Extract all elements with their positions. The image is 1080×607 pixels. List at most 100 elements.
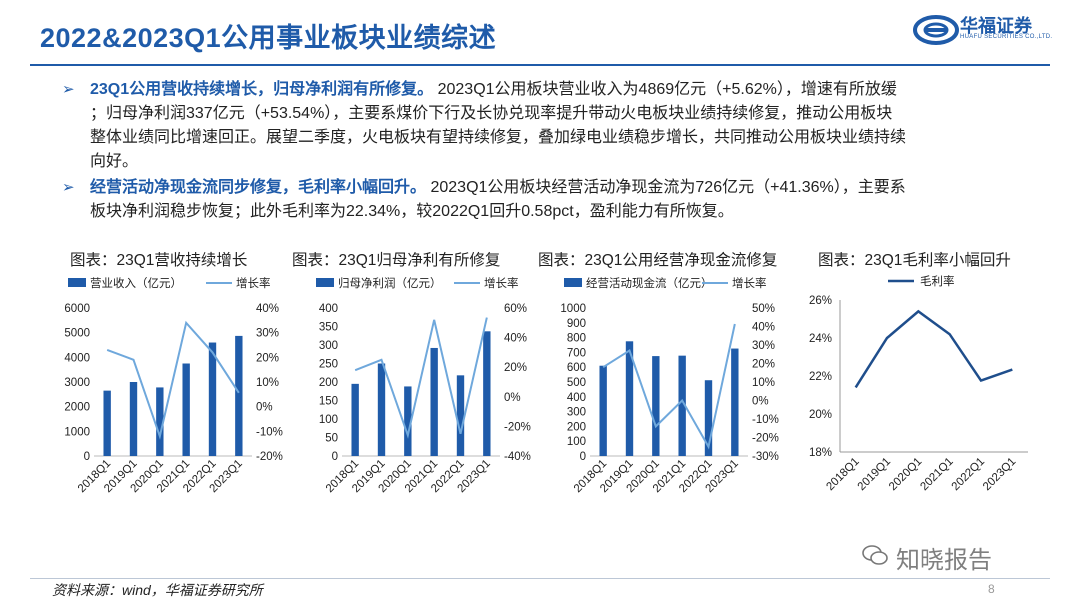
chart-title-cashflow: 图表：23Q1公用经营净现金流修复	[538, 252, 778, 269]
bar	[652, 356, 660, 456]
bullet-text: ；归母净利润337亿元（+53.54%），主要系煤价下行及长协兑现率提升带动火电…	[90, 105, 893, 122]
left-axis-tick: 50	[325, 433, 338, 445]
right-axis-tick: 0%	[752, 396, 769, 408]
left-axis-tick: 1000	[560, 303, 586, 315]
left-axis-tick: 100	[319, 414, 338, 426]
right-axis-tick: 10%	[256, 377, 279, 389]
left-axis-tick: 400	[567, 392, 586, 404]
summary-bullets: ➢ 23Q1公用营收持续增长，归母净利润有所修复。 2023Q1公用板块营业收入…	[62, 78, 1042, 226]
bullet-text: 2023Q1公用板块营业收入为4869亿元（+5.62%），增速有所放缓	[437, 81, 897, 98]
arrow-bullet-icon: ➢	[62, 179, 75, 196]
right-axis-tick: 50%	[752, 303, 775, 315]
right-axis-tick: 10%	[752, 377, 775, 389]
growth-line	[354, 317, 488, 439]
bullet-text: 2023Q1公用板块经营活动净现金流为726亿元（+41.36%），主要系	[430, 179, 906, 196]
bar	[430, 347, 438, 456]
bullet-revenue: ➢ 23Q1公用营收持续增长，归母净利润有所修复。 2023Q1公用板块营业收入…	[62, 78, 1042, 174]
footer-divider	[30, 578, 1050, 579]
chart-gross-margin: 毛利率 18% 20% 22% 24% 26% 2018Q12019Q12020Q12021…	[809, 274, 1028, 493]
left-axis-tick: 800	[567, 333, 586, 345]
legend-line-label: 增长率	[732, 276, 767, 290]
right-axis-tick: 0%	[256, 402, 273, 414]
right-axis-tick: 20%	[256, 352, 279, 364]
watermark: 知晓报告	[896, 547, 992, 574]
right-axis-tick: 20%	[752, 359, 775, 371]
chart-revenue: 营业收入（亿元） 增长率 0 1000 2000 3000 4000 5000 6000 -20%…	[64, 276, 283, 495]
left-axis-tick: 600	[567, 362, 586, 374]
right-axis-tick: 30%	[256, 328, 279, 340]
category-label: 2020Q1	[887, 456, 924, 493]
left-axis-tick: 20%	[809, 409, 832, 421]
left-axis-tick: 3000	[64, 377, 90, 389]
left-axis-tick: 0	[332, 451, 338, 463]
left-axis-tick: 100	[567, 436, 586, 448]
right-axis-tick: 30%	[752, 340, 775, 352]
arrow-bullet-icon: ➢	[62, 81, 75, 98]
left-axis-tick: 900	[567, 318, 586, 330]
huafu-logo-icon	[913, 15, 959, 45]
left-axis-tick: 500	[567, 377, 586, 389]
legend-line-label: 增长率	[236, 276, 271, 290]
wechat-icon	[862, 545, 888, 565]
right-axis-tick: -20%	[504, 421, 531, 433]
bar	[129, 382, 138, 456]
left-axis-tick: 5000	[64, 328, 90, 340]
chart-title-gross-margin: 图表：23Q1毛利率小幅回升	[818, 252, 1011, 269]
left-axis-tick: 700	[567, 347, 586, 359]
right-axis-tick: 40%	[256, 303, 279, 315]
left-axis-tick: 2000	[64, 402, 90, 414]
page-title: 2022&2023Q1公用事业板块业绩综述	[40, 23, 497, 53]
left-axis-tick: 22%	[809, 371, 832, 383]
bar	[156, 387, 164, 456]
legend-bar-label: 归母净利润（亿元）	[338, 276, 442, 290]
legend-bar-swatch	[316, 278, 334, 287]
bar	[678, 355, 686, 456]
legend-bar-swatch	[68, 278, 86, 287]
bar	[483, 331, 491, 456]
chart-net-profit: 归母净利润（亿元） 增长率 0 50 100 150 200 250 300 350 400 -40%…	[316, 276, 531, 495]
category-label: 2018Q1	[824, 456, 861, 493]
bar	[208, 342, 217, 456]
left-axis-tick: 0	[580, 451, 586, 463]
right-axis-tick: 40%	[752, 322, 775, 334]
legend-line-label: 毛利率	[920, 274, 955, 288]
right-axis-tick: 20%	[504, 362, 527, 374]
bar	[625, 341, 634, 456]
margin-line	[854, 309, 1013, 389]
right-axis-tick: -40%	[504, 451, 531, 463]
left-axis-tick: 0	[84, 451, 90, 463]
left-axis-tick: 26%	[809, 295, 832, 307]
left-axis-tick: 400	[319, 303, 338, 315]
bar	[456, 375, 465, 456]
bar	[404, 386, 412, 456]
bar	[377, 363, 386, 456]
legend-line-label: 增长率	[484, 276, 519, 290]
right-axis-tick: 0%	[504, 392, 521, 404]
bar	[351, 383, 359, 456]
right-axis-tick: -20%	[256, 451, 283, 463]
right-axis-tick: -10%	[256, 426, 283, 438]
bar	[182, 363, 190, 456]
bullet-lead: 经营活动净现金流同步修复，毛利率小幅回升。	[90, 179, 427, 196]
right-axis-tick: -20%	[752, 433, 779, 445]
category-label: 2022Q1	[950, 456, 987, 493]
left-axis-tick: 200	[319, 377, 338, 389]
left-axis-tick: 200	[567, 421, 586, 433]
growth-line	[106, 320, 240, 440]
left-axis-tick: 6000	[64, 303, 90, 315]
logo-text: 华福证券	[960, 16, 1032, 36]
legend-bar-label: 营业收入（亿元）	[90, 276, 182, 290]
right-axis-tick: -30%	[752, 451, 779, 463]
bar	[731, 348, 739, 456]
bar	[704, 380, 713, 456]
growth-line	[602, 323, 736, 450]
left-axis-tick: 24%	[809, 333, 832, 345]
chart-title-net-profit: 图表：23Q1归母净利有所修复	[292, 252, 501, 269]
bar	[235, 335, 243, 456]
bullet-text: 板块净利润稳步恢复；此外毛利率为22.34%，较2022Q1回升0.58pct，…	[90, 203, 734, 220]
bar	[103, 390, 111, 456]
category-label: 2023Q1	[981, 456, 1018, 493]
category-label: 2021Q1	[918, 456, 955, 493]
source-note: 资料来源：wind，华福证券研究所	[52, 582, 263, 598]
category-label: 2019Q1	[856, 456, 893, 493]
